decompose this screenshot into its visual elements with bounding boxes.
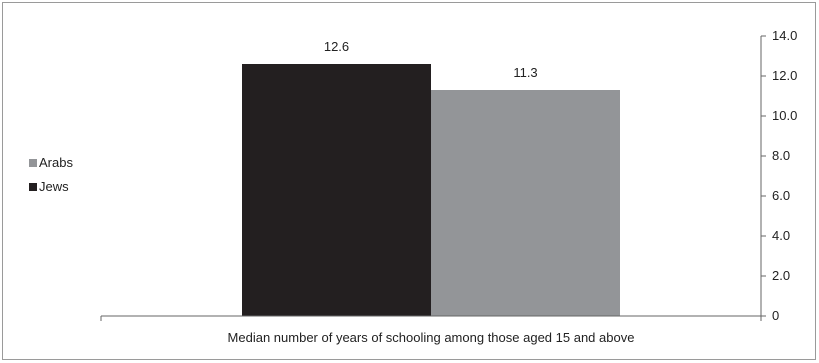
- y-tick-label: 4.0: [772, 228, 790, 243]
- x-ticks-group: [100, 316, 762, 321]
- data-label-arabs: 11.3: [513, 65, 537, 80]
- legend-label-arabs: Arabs: [39, 155, 73, 170]
- y-tick-label: 12.0: [772, 68, 797, 83]
- y-tick-label: 14.0: [772, 28, 797, 43]
- y-tick-label: 8.0: [772, 148, 790, 163]
- y-tick-label: 2.0: [772, 268, 790, 283]
- y-tick-label: 0: [772, 308, 779, 323]
- legend-swatch-jews: [29, 183, 37, 191]
- data-labels-group: 12.6 11.3: [324, 39, 538, 80]
- y-ticks-group: 0 2.0 4.0 6.0 8.0 10.0 12.0 14.0: [761, 28, 797, 323]
- legend-label-jews: Jews: [39, 179, 69, 194]
- y-tick-label: 6.0: [772, 188, 790, 203]
- x-category-label: Median number of years of schooling amon…: [228, 330, 635, 345]
- bars-group: [242, 64, 620, 316]
- bar-jews: [242, 64, 431, 316]
- y-tick-label: 10.0: [772, 108, 797, 123]
- data-label-jews: 12.6: [324, 39, 349, 54]
- bar-arabs: [431, 90, 620, 316]
- legend-swatch-arabs: [29, 159, 37, 167]
- legend: Arabs Jews: [29, 155, 73, 194]
